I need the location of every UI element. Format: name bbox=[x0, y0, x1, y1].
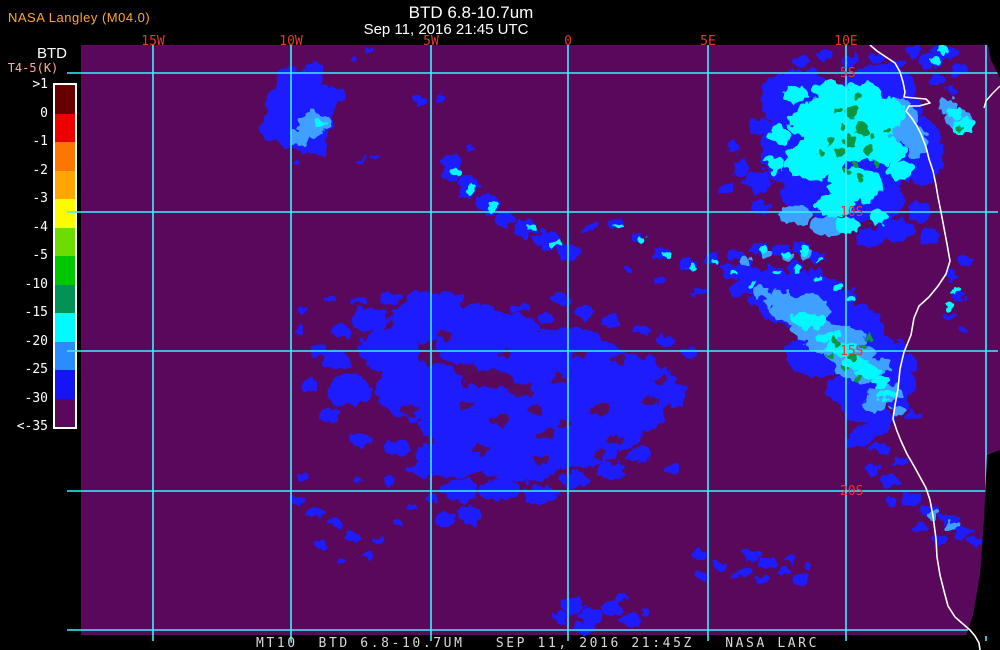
colorbar-segment bbox=[55, 113, 75, 142]
colorbar-tick-label: -10 bbox=[24, 276, 48, 292]
colorbar-segment bbox=[55, 227, 75, 256]
colorbar-units-label: T4-5(K) bbox=[7, 61, 59, 75]
colorbar-tick-label: -15 bbox=[24, 305, 48, 320]
colorbar-segment bbox=[55, 256, 75, 285]
colorbar-title: BTD bbox=[37, 45, 67, 62]
colorbar-segment bbox=[55, 313, 75, 342]
colorbar-tick-label: <-35 bbox=[16, 419, 48, 434]
lon-label: 0 bbox=[564, 34, 572, 49]
colorbar-segment bbox=[55, 284, 75, 313]
colorbar-tick-label: -25 bbox=[24, 362, 48, 377]
coastline-fragment bbox=[983, 85, 1000, 109]
colorbar-tick-label: -3 bbox=[32, 191, 48, 206]
timestamp-subtitle: Sep 11, 2016 21:45 UTC bbox=[363, 21, 529, 38]
cloud-layer-green bbox=[817, 95, 963, 383]
colorbar-segment bbox=[55, 341, 75, 370]
page-title: BTD 6.8-10.7um bbox=[408, 3, 534, 22]
colorbar-tick-labels: >1 0 -1 -2 -3 -4 -5 -10 -15 -20 -25 -30 <-35 bbox=[0, 0, 48, 450]
colorbar-tick-label: -5 bbox=[32, 248, 48, 263]
colorbar-tick-label: -30 bbox=[24, 390, 48, 406]
colorbar-segment bbox=[55, 199, 75, 228]
cloud-layers bbox=[260, 45, 984, 634]
colorbar-tick-label: -4 bbox=[32, 219, 48, 235]
lat-label: 15S bbox=[840, 344, 863, 359]
lat-label: 20S bbox=[840, 484, 863, 499]
colorbar-segment bbox=[55, 142, 75, 171]
colorbar-segment bbox=[55, 170, 75, 199]
coastline bbox=[869, 45, 981, 650]
colorbar bbox=[53, 83, 77, 429]
colorbar-tick-label: -20 bbox=[24, 333, 48, 349]
footer-caption: MT10 BTD 6.8-10.7UM SEP 11, 2016 21:45Z … bbox=[256, 636, 820, 650]
lat-label: 10S bbox=[840, 205, 863, 220]
colorbar-segment bbox=[55, 398, 75, 427]
map-canvas: 5S 10S 15S 20S bbox=[67, 45, 1000, 650]
lat-label: 5S bbox=[840, 66, 856, 81]
colorbar-tick-label: >1 bbox=[32, 77, 48, 92]
map-clip-corner-se bbox=[966, 450, 1000, 636]
map-clip-corner-ne bbox=[988, 45, 1000, 78]
colorbar-tick-label: -2 bbox=[32, 162, 48, 178]
colorbar-segment bbox=[55, 85, 75, 114]
colorbar-tick-label: -1 bbox=[32, 134, 48, 149]
cloud-layer-holes bbox=[354, 331, 666, 464]
colorbar-segment bbox=[55, 370, 75, 399]
colorbar-tick-label: 0 bbox=[40, 105, 48, 121]
credit-text: NASA Langley (M04.0) bbox=[8, 10, 151, 25]
grid-lines bbox=[67, 45, 998, 641]
